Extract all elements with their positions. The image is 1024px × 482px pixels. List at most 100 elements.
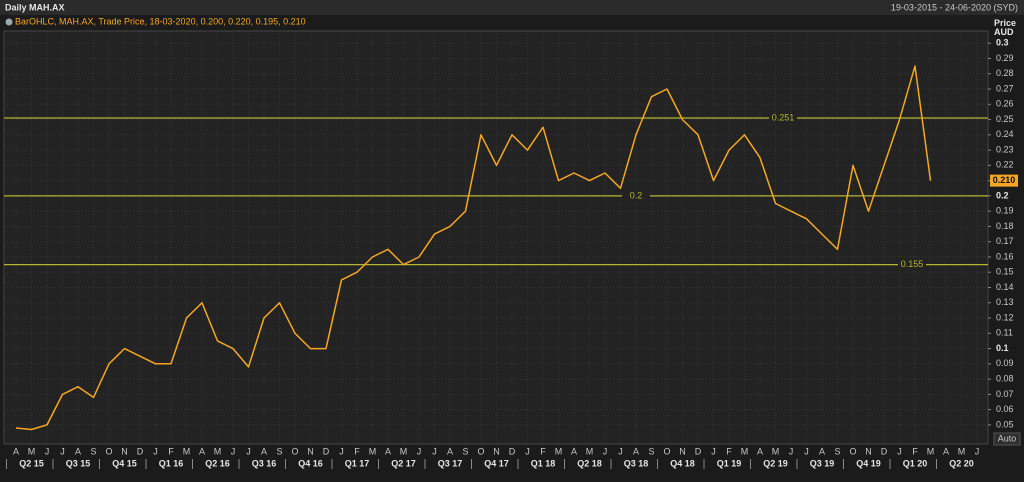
x-tick-label: S xyxy=(90,446,96,456)
quarter-label: Q3 18 xyxy=(624,458,649,468)
x-tick-label: J xyxy=(603,446,608,456)
x-tick-label: O xyxy=(105,446,112,456)
x-tick-label: A xyxy=(447,446,453,456)
quarter-label: Q4 15 xyxy=(112,458,137,468)
x-tick-label: J xyxy=(339,446,344,456)
x-tick-label: J xyxy=(246,446,251,456)
quarter-label: Q3 16 xyxy=(252,458,277,468)
quarter-label: Q3 19 xyxy=(810,458,835,468)
level-label-bg xyxy=(898,259,926,270)
x-tick-label: J xyxy=(417,446,422,456)
y-tick-label: 0.13 xyxy=(996,297,1014,307)
y-tick-label: 0.28 xyxy=(996,68,1014,78)
x-tick-label: F xyxy=(168,446,174,456)
x-tick-label: J xyxy=(789,446,794,456)
x-tick-label: A xyxy=(75,446,81,456)
y-tick-label: 0.17 xyxy=(996,236,1014,246)
y-tick-label: 0.2 xyxy=(996,190,1009,200)
y-tick-label: 0.22 xyxy=(996,160,1014,170)
x-tick-label: D xyxy=(137,446,144,456)
x-tick-label: A xyxy=(757,446,763,456)
x-tick-label: M xyxy=(772,446,780,456)
level-label-bg xyxy=(769,113,797,124)
x-tick-label: S xyxy=(834,446,840,456)
y-tick-label: 0.08 xyxy=(996,373,1014,383)
quarter-label: Q1 16 xyxy=(159,458,184,468)
x-tick-label: O xyxy=(477,446,484,456)
level-label: 0.251 xyxy=(772,112,795,122)
x-tick-label: F xyxy=(354,446,360,456)
x-tick-label: N xyxy=(307,446,314,456)
x-tick-label: A xyxy=(943,446,949,456)
y-tick-label: 0.27 xyxy=(996,83,1014,93)
x-tick-label: A xyxy=(199,446,205,456)
quarter-label: Q2 16 xyxy=(205,458,230,468)
chart-title: Daily MAH.AX xyxy=(5,2,65,12)
x-tick-label: N xyxy=(679,446,686,456)
auto-button-label[interactable]: Auto xyxy=(998,433,1017,443)
auto-button[interactable] xyxy=(993,432,1021,446)
legend-icon xyxy=(5,18,13,26)
quarter-label: Q1 18 xyxy=(531,458,556,468)
x-tick-label: J xyxy=(60,446,65,456)
x-tick-label: A xyxy=(13,446,19,456)
y-tick-label: 0.23 xyxy=(996,144,1014,154)
quarter-label: Q2 17 xyxy=(391,458,416,468)
x-tick-label: O xyxy=(663,446,670,456)
quarter-label: Q4 19 xyxy=(856,458,881,468)
plot-area xyxy=(3,30,989,445)
y-tick-label: 0.09 xyxy=(996,358,1014,368)
x-tick-label: M xyxy=(400,446,408,456)
x-tick-label: S xyxy=(648,446,654,456)
x-tick-label: A xyxy=(819,446,825,456)
level-label-bg xyxy=(622,190,650,201)
y-tick-label: 0.18 xyxy=(996,221,1014,231)
quarter-label: Q2 18 xyxy=(577,458,602,468)
x-tick-label: M xyxy=(28,446,36,456)
x-tick-label: J xyxy=(45,446,50,456)
x-tick-label: M xyxy=(214,446,222,456)
last-price-tag xyxy=(990,174,1018,187)
x-tick-label: D xyxy=(695,446,702,456)
date-range: 19-03-2015 - 24-06-2020 (SYD) xyxy=(891,2,1018,12)
x-tick-label: M xyxy=(555,446,563,456)
y-tick-label: 0.12 xyxy=(996,312,1014,322)
x-tick-label: J xyxy=(711,446,716,456)
x-tick-label: F xyxy=(726,446,732,456)
level-label: 0.2 xyxy=(630,190,643,200)
title-bar xyxy=(0,0,1024,15)
legend: BarOHLC, MAH.AX, Trade Price, 18-03-2020… xyxy=(15,16,306,26)
x-tick-label: D xyxy=(323,446,330,456)
quarter-label: Q2 20 xyxy=(949,458,974,468)
x-tick-label: J xyxy=(432,446,437,456)
x-tick-label: J xyxy=(231,446,236,456)
y-tick-label: 0.06 xyxy=(996,404,1014,414)
x-tick-label: M xyxy=(927,446,935,456)
x-tick-label: F xyxy=(912,446,918,456)
x-tick-label: M xyxy=(586,446,594,456)
x-tick-label: F xyxy=(540,446,546,456)
quarter-label: Q4 18 xyxy=(670,458,695,468)
x-tick-label: J xyxy=(618,446,623,456)
quarter-label: Q3 15 xyxy=(66,458,91,468)
quarter-label: Q1 20 xyxy=(903,458,928,468)
y-tick-label: 0.16 xyxy=(996,251,1014,261)
y-tick-label: 0.1 xyxy=(996,343,1009,353)
y-tick-label: 0.14 xyxy=(996,282,1014,292)
y-tick-label: 0.26 xyxy=(996,99,1014,109)
quarter-label: Q2 15 xyxy=(19,458,44,468)
level-label: 0.155 xyxy=(901,259,924,269)
x-tick-label: O xyxy=(291,446,298,456)
y-tick-label: 0.24 xyxy=(996,129,1014,139)
x-tick-label: D xyxy=(509,446,516,456)
x-tick-label: M xyxy=(741,446,749,456)
quarter-label: Q3 17 xyxy=(438,458,463,468)
y-axis-label: Price AUD xyxy=(994,18,1016,37)
x-tick-label: J xyxy=(804,446,809,456)
quarter-label: Q4 17 xyxy=(484,458,509,468)
quarter-label: Q2 19 xyxy=(763,458,788,468)
x-tick-label: J xyxy=(975,446,980,456)
y-tick-label: 0.07 xyxy=(996,389,1014,399)
